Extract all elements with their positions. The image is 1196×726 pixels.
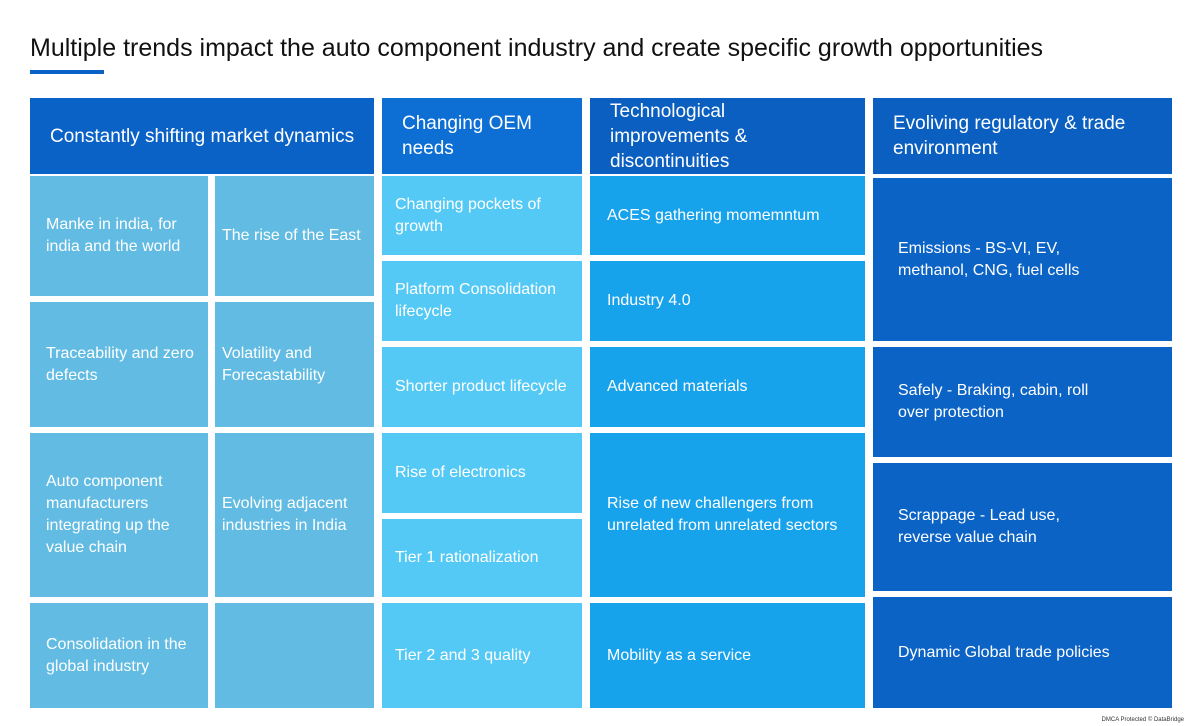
trend-cell: Evolving adjacent industries in India [215,433,374,597]
title: Multiple trends impact the auto componen… [30,34,1044,62]
trend-cell: Mobility as a service [590,603,865,708]
watermark: DMCA Protected © DataBridge [1101,717,1184,723]
trend-cell: Emissions - BS-VI, EV, methanol, CNG, fu… [873,178,1172,341]
column-header: Constantly shifting market dynamics [30,98,374,174]
column-header: Evoliving regulatory & trade environment [873,98,1172,174]
trend-cell: Volatility and Forecastability [215,302,374,427]
title-underline [30,70,104,74]
trend-cell: Rise of new challengers from unrelated f… [590,433,865,597]
column-header: Changing OEM needs [382,98,582,174]
trend-cell: Dynamic Global trade policies [873,597,1172,708]
trend-cell: Rise of electronics [382,433,582,513]
trend-cell: Platform Consolidation lifecycle [382,261,582,341]
trend-cell: Tier 2 and 3 quality [382,603,582,708]
trend-cell: Traceability and zero defects [30,302,208,427]
trend-cell: Industry 4.0 [590,261,865,341]
trend-cell: Advanced materials [590,347,865,427]
trend-cell: Safely - Braking, cabin, roll over prote… [873,347,1172,457]
trend-cell: Scrappage - Lead use, reverse value chai… [873,463,1172,591]
trend-cell: Auto component manufacturers integrating… [30,433,208,597]
trend-cell: Tier 1 rationalization [382,519,582,597]
trend-cell: Shorter product lifecycle [382,347,582,427]
empty-cell [215,603,374,708]
trend-cell: Consolidation in the global industry [30,603,208,708]
column-header: Technological improvements & discontinui… [590,98,865,174]
trend-cell: Manke in india, for india and the world [30,176,208,296]
trend-cell: ACES gathering momemntum [590,176,865,255]
trend-cell: The rise of the East [215,176,374,296]
trend-cell: Changing pockets of growth [382,176,582,255]
